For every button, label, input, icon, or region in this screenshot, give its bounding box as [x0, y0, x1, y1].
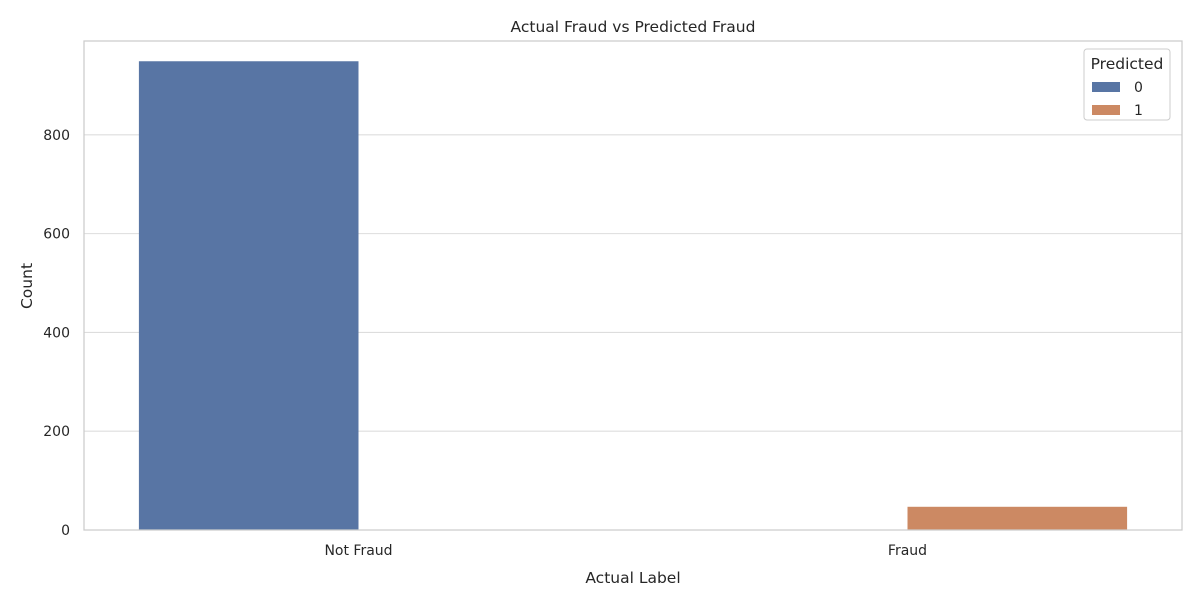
x-tick-label: Not Fraud	[324, 543, 392, 559]
legend: Predicted 0 1	[1084, 49, 1170, 120]
chart-title: Actual Fraud vs Predicted Fraud	[511, 18, 756, 36]
bar-fraud-pred-1	[908, 507, 1128, 530]
legend-swatch	[1092, 82, 1120, 92]
x-tick-labels: Not Fraud Fraud	[324, 543, 927, 559]
y-tick-label: 600	[43, 227, 70, 243]
y-tick-labels: 0 200 400 600 800	[43, 128, 70, 539]
y-tick-label: 0	[61, 523, 70, 539]
x-tick-label: Fraud	[888, 543, 927, 559]
bar-not-fraud-pred-0	[139, 61, 359, 530]
bars	[139, 61, 1127, 530]
legend-label: 1	[1134, 103, 1143, 119]
y-axis-title: Count	[18, 263, 36, 309]
y-tick-label: 400	[43, 325, 70, 341]
legend-swatch	[1092, 105, 1120, 115]
y-tick-label: 200	[43, 424, 70, 440]
legend-title: Predicted	[1091, 55, 1164, 73]
legend-label: 0	[1134, 80, 1143, 96]
y-tick-label: 800	[43, 128, 70, 144]
x-axis-title: Actual Label	[585, 569, 680, 587]
